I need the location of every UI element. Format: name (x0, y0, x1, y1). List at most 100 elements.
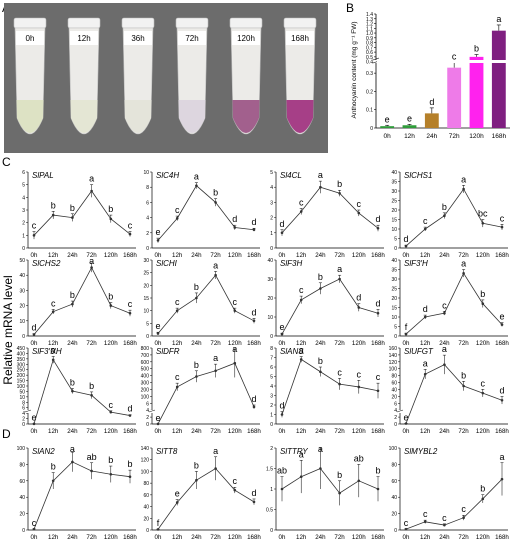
y-tick-label: 1 (270, 231, 273, 237)
y-tick-label: 5 (146, 321, 149, 327)
b-bar-0h (380, 126, 395, 128)
y-tick-label: 400 (17, 351, 26, 357)
x-tick-label: 168h (371, 340, 385, 347)
y-tick-label: 500 (141, 367, 150, 373)
sig-letter: d (279, 219, 284, 229)
x-tick-label: 72h (458, 340, 469, 347)
data-point (175, 385, 179, 389)
x-tick-label: 168h (247, 428, 261, 435)
data-point (376, 226, 380, 230)
y-tick-label: 120 (389, 360, 398, 366)
sig-letter: f (157, 518, 160, 528)
chart-SlF3H: 0 10 20 30 40 SlF3H e 0h c 12h b 24h a 72h d 120h d 168h (267, 258, 385, 347)
y-tick-label: 6 (146, 401, 149, 407)
y-tick-label: 140 (141, 446, 150, 452)
x-tick-label: 12h (420, 252, 431, 259)
tube-cap (283, 17, 317, 29)
data-point (376, 389, 380, 393)
sig-letter: a (89, 256, 94, 266)
data-point (51, 213, 55, 217)
y-tick-label: 2 (270, 403, 273, 409)
data-point (299, 475, 303, 479)
tube-label: 0h (26, 34, 35, 43)
y-tick-label: 250 (17, 368, 26, 374)
data-point (319, 467, 322, 470)
tube-1: 12h (67, 17, 101, 135)
sig-letter: c (404, 518, 409, 528)
y-tick-label: 0 (22, 246, 25, 252)
sig-letter: b (213, 188, 218, 198)
y-tick-label: 100 (17, 384, 26, 390)
sig-letter: d (499, 385, 504, 395)
tube-label-box (286, 31, 314, 45)
b-axis-break (373, 60, 379, 63)
data-point (319, 370, 322, 374)
sig-letter: b (337, 470, 342, 480)
data-point (233, 309, 237, 312)
sig-letter: c (175, 297, 180, 307)
y-tick-label: 25 (391, 199, 397, 205)
x-tick-label: 72h (86, 252, 97, 259)
sig-letter: b (108, 455, 113, 465)
x-tick-label: 12h (48, 428, 59, 435)
y-tick-label: 800 (141, 346, 150, 352)
sig-letter: c (423, 509, 428, 519)
series-line (281, 358, 379, 415)
b-y-axis-label: Anthocyanin content (mg g⁻¹ FW) (351, 22, 358, 119)
data-point (233, 226, 237, 229)
b-y-tick-label: 0.7 (366, 45, 373, 51)
sig-letter: d (356, 293, 361, 303)
x-tick-label: 168h (247, 534, 261, 541)
sig-letter: b (51, 462, 56, 472)
y-tick-label: 5 (22, 183, 25, 189)
y-tick-label: 600 (141, 360, 150, 366)
x-tick-label: 168h (247, 340, 261, 347)
data-point (109, 217, 113, 221)
y-tick-label: 300 (17, 362, 26, 368)
y-tick-label: 40 (19, 495, 25, 501)
sig-letter: a (213, 260, 218, 270)
series-line (281, 186, 379, 234)
y-tick-label: 160 (389, 346, 398, 352)
x-tick-label: 72h (210, 340, 221, 347)
y-tick-label: 8 (146, 185, 149, 191)
data-point (51, 479, 55, 483)
x-tick-label: 120h (476, 252, 490, 259)
x-tick-label: 0h (403, 340, 410, 347)
y-tick-label: 0 (394, 528, 397, 534)
data-point (423, 372, 427, 376)
y-tick-label: 4 (22, 411, 25, 417)
series-line (281, 468, 379, 494)
data-point (252, 405, 256, 409)
y-tick-label: 6 (394, 401, 397, 407)
tube-liquid (70, 100, 98, 133)
axis-break (25, 410, 31, 413)
y-tick-label: 30 (391, 277, 397, 283)
y-tick-label: 40 (143, 505, 149, 511)
x-tick-label: 72h (458, 428, 469, 435)
y-tick-label: 10 (143, 309, 149, 315)
sig-letter: c (299, 285, 304, 295)
y-tick-label: 35 (391, 180, 397, 186)
x-tick-label: 72h (458, 534, 469, 541)
y-tick-label: 2 (22, 417, 25, 423)
y-tick-label: 0 (394, 334, 397, 340)
x-tick-label: 120h (476, 428, 490, 435)
y-tick-label: 30 (391, 189, 397, 195)
sig-letter: d (375, 298, 380, 308)
data-point (128, 232, 132, 236)
sig-letter: f (405, 322, 408, 332)
tube-label-box (70, 31, 98, 45)
x-tick-label: 12h (296, 428, 307, 435)
sig-letter: c (128, 221, 133, 231)
y-tick-label: 100 (389, 367, 398, 373)
y-tick-label: 60 (143, 493, 149, 499)
sig-letter: d (31, 323, 36, 333)
b-bar-72h (447, 67, 462, 128)
x-tick-label: 0h (31, 340, 38, 347)
b-y-tick-label: 1.3 (366, 17, 373, 23)
anthocyanin-bar-chart: 0 0.1 0.2 0.3 0.40.50.60.70.80.91.01.11.21.3… (351, 12, 511, 140)
sig-letter: e (279, 322, 284, 332)
x-tick-label: 120h (228, 340, 242, 347)
